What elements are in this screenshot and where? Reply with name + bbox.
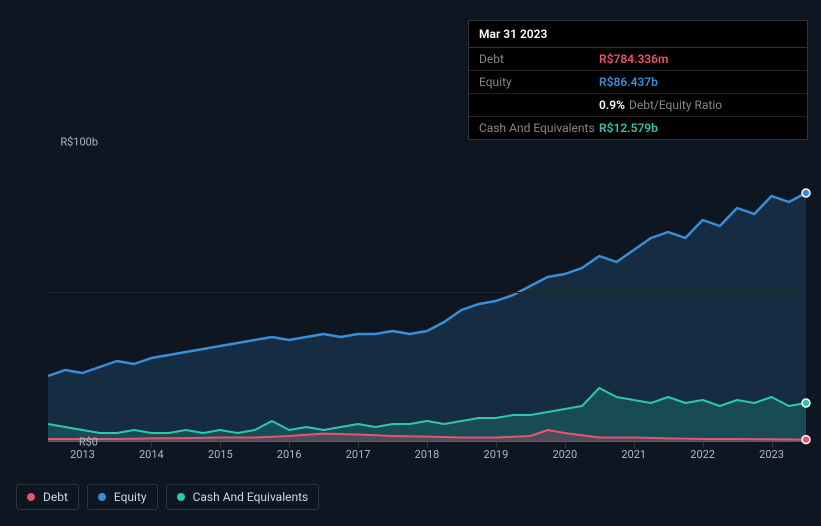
x-axis-label: 2023 [759, 448, 784, 461]
tooltip-row: 0.9%Debt/Equity Ratio [469, 94, 807, 117]
x-axis-tick [289, 442, 290, 448]
x-axis-tick [358, 442, 359, 448]
x-axis-tick [703, 442, 704, 448]
tooltip-label [479, 98, 599, 112]
legend-dot-icon [177, 493, 185, 501]
tooltip-suffix: Debt/Equity Ratio [629, 98, 722, 112]
legend-item-cash-and-equivalents[interactable]: Cash And Equivalents [166, 484, 320, 510]
series-end-dot-debt [802, 436, 810, 444]
legend-dot-icon [27, 493, 35, 501]
legend: Debt Equity Cash And Equivalents [16, 484, 319, 510]
x-axis-tick [772, 442, 773, 448]
x-axis-label: 2014 [139, 448, 164, 461]
x-axis-tick [220, 442, 221, 448]
x-axis-label: 2013 [70, 448, 95, 461]
tooltip-row: EquityR$86.437b [469, 71, 807, 94]
tooltip-row: DebtR$784.336m [469, 48, 807, 71]
series-end-dot-cash-and-equivalents [802, 399, 810, 407]
x-axis-label: 2016 [277, 448, 302, 461]
x-axis-tick [427, 442, 428, 448]
x-axis-label: 2021 [621, 448, 646, 461]
legend-item-debt[interactable]: Debt [16, 484, 79, 510]
x-axis-label: 2019 [484, 448, 509, 461]
tooltip-label: Equity [479, 75, 599, 89]
tooltip-value: R$86.437b [599, 75, 658, 89]
tooltip-label: Debt [479, 52, 599, 66]
gridline [48, 292, 806, 293]
tooltip-label: Cash And Equivalents [479, 121, 599, 135]
x-axis-label: 2020 [552, 448, 577, 461]
debt-equity-chart: R$100b R$0 2013 2014 2015 2016 2017 2018 2019 20… [16, 118, 806, 518]
x-axis-tick [151, 442, 152, 448]
tooltip-value: 0.9%Debt/Equity Ratio [599, 98, 722, 112]
tooltip-panel: Mar 31 2023 DebtR$784.336mEquityR$86.437… [468, 20, 808, 140]
tooltip-row: Cash And EquivalentsR$12.579b [469, 117, 807, 139]
tooltip-date: Mar 31 2023 [469, 21, 807, 48]
series-end-dot-equity [802, 189, 810, 197]
legend-label: Debt [43, 490, 68, 504]
tooltip-value: R$12.579b [599, 121, 658, 135]
y-axis-label: R$0 [48, 436, 98, 449]
y-axis-label: R$100b [48, 136, 98, 149]
x-axis-tick [634, 442, 635, 448]
legend-dot-icon [98, 493, 106, 501]
tooltip-value: R$784.336m [599, 52, 668, 66]
x-axis-label: 2015 [208, 448, 233, 461]
x-axis-label: 2017 [346, 448, 371, 461]
legend-label: Equity [114, 490, 147, 504]
legend-label: Cash And Equivalents [193, 490, 309, 504]
x-axis-tick [82, 442, 83, 448]
x-axis-tick [496, 442, 497, 448]
x-axis-label: 2022 [690, 448, 715, 461]
x-axis-tick [565, 442, 566, 448]
legend-item-equity[interactable]: Equity [87, 484, 158, 510]
x-axis-label: 2018 [415, 448, 440, 461]
